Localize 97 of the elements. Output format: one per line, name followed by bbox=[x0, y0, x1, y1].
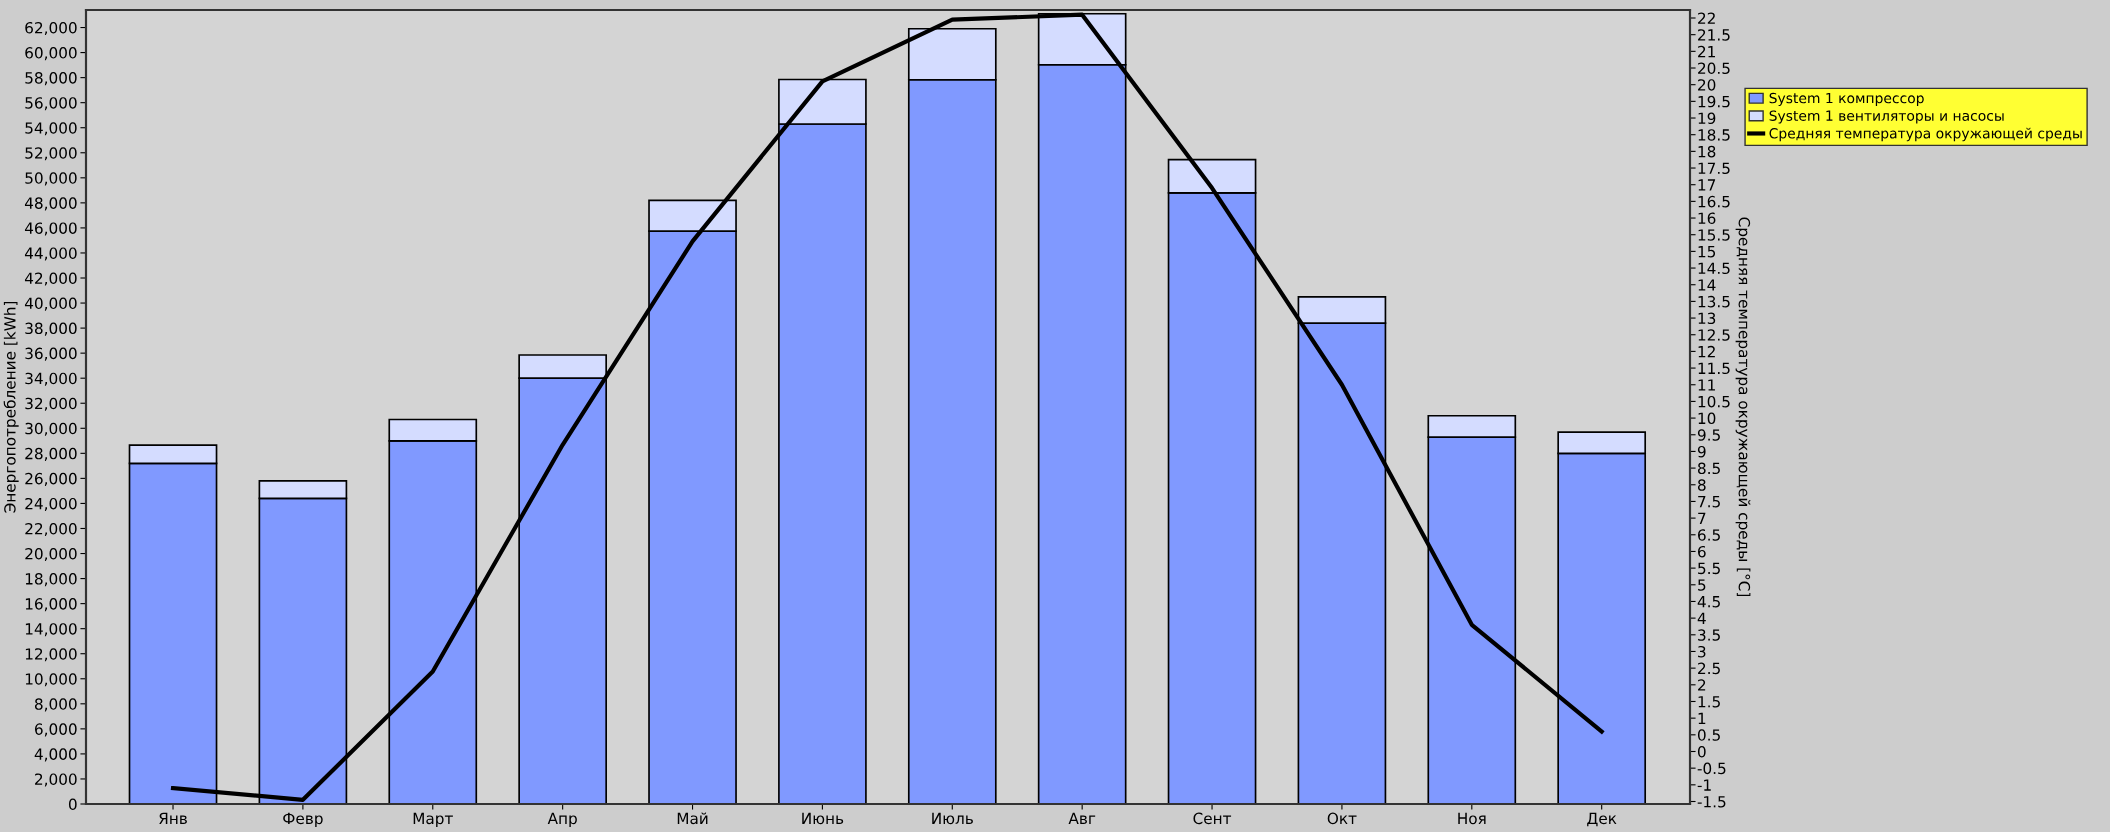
y-tick-label: 28,000 bbox=[25, 447, 77, 461]
y-tick-label: 20,000 bbox=[25, 547, 77, 562]
y2-tick-label: 12 bbox=[1698, 345, 1715, 358]
x-tick-label: Апр bbox=[547, 812, 577, 828]
y-tick-label: 46,000 bbox=[24, 222, 77, 236]
y-tick-label: 30,000 bbox=[25, 422, 77, 436]
y2-tick-label: 8 bbox=[1697, 479, 1706, 491]
y-axis-title: Энергопотребление [kWh] bbox=[3, 301, 19, 513]
y-tick-label: 60,000 bbox=[25, 47, 77, 61]
y2-tick-label: 11 bbox=[1698, 379, 1715, 391]
y2-tick-label: 1 bbox=[1698, 712, 1706, 724]
y2-tick-label: -0.5 bbox=[1697, 762, 1726, 775]
y2-tick-label: 19 bbox=[1698, 112, 1716, 125]
legend-label: System 1 вентиляторы и насосы bbox=[1769, 110, 2004, 124]
y2-tick-label: 6 bbox=[1698, 545, 1706, 558]
x-tick-label: Дек bbox=[1587, 812, 1617, 827]
y2-tick-label: 7.5 bbox=[1698, 496, 1720, 508]
y2-tick-label: 16.5 bbox=[1698, 195, 1730, 208]
y2-tick-label: -1 bbox=[1697, 779, 1711, 791]
y2-tick-label: 21 bbox=[1698, 45, 1715, 58]
y2-tick-label: 20.5 bbox=[1698, 62, 1730, 75]
y2-tick-label: 16 bbox=[1698, 212, 1716, 225]
y2-tick-label: 15.5 bbox=[1698, 229, 1730, 241]
y-tick-label: 18,000 bbox=[25, 573, 77, 587]
y-tick-label: 10,000 bbox=[25, 673, 77, 687]
y2-tick-label: 15 bbox=[1698, 246, 1716, 258]
y-tick-label: 58,000 bbox=[25, 72, 77, 86]
y-tick-label: 8,000 bbox=[34, 698, 77, 712]
y2-tick-label: 5.5 bbox=[1698, 562, 1720, 575]
y2-tick-label: 4 bbox=[1697, 612, 1706, 624]
y-tick-label: 2,000 bbox=[35, 773, 77, 787]
x-tick-label: Сент bbox=[1193, 812, 1232, 825]
y-tick-label: 62,000 bbox=[25, 22, 77, 36]
x-tick-label: Янв bbox=[159, 812, 187, 824]
y2-tick-label: 2.5 bbox=[1698, 662, 1720, 675]
y2-tick-label: -1.5 bbox=[1697, 796, 1726, 808]
y-tick-label: 0 bbox=[68, 798, 77, 811]
x-tick-label: Окт bbox=[1327, 812, 1357, 825]
y2-tick-label: 14.5 bbox=[1698, 262, 1730, 275]
y-tick-label: 38,000 bbox=[25, 322, 77, 336]
y2-tick-label: 11.5 bbox=[1698, 362, 1730, 375]
y-tick-label: 16,000 bbox=[25, 598, 77, 612]
y-tick-label: 32,000 bbox=[25, 397, 77, 411]
y-tick-label: 26,000 bbox=[25, 472, 77, 486]
y2-tick-label: 6.5 bbox=[1698, 529, 1720, 541]
legend-label: System 1 компрессор bbox=[1769, 92, 1924, 107]
x-tick-label: Авг bbox=[1068, 812, 1096, 824]
y-tick-label: 6,000 bbox=[35, 723, 77, 737]
y2-tick-label: 4.5 bbox=[1697, 596, 1720, 608]
y2-tick-label: 2 bbox=[1698, 679, 1706, 691]
y-tick-label: 22,000 bbox=[25, 522, 77, 537]
y2-tick-label: 13.5 bbox=[1698, 295, 1730, 308]
y2-tick-label: 20 bbox=[1698, 79, 1716, 91]
y2-tick-label: 10 bbox=[1698, 412, 1716, 425]
y2-tick-label: 10.5 bbox=[1698, 395, 1730, 408]
y2-tick-label: 0 bbox=[1697, 745, 1706, 758]
y-tick-label: 24,000 bbox=[25, 497, 77, 512]
y-tick-label: 42,000 bbox=[24, 272, 77, 286]
y2-tick-label: 0.5 bbox=[1697, 729, 1720, 741]
y2-tick-label: 17.5 bbox=[1698, 162, 1730, 175]
x-tick-label: Июнь bbox=[802, 812, 844, 825]
x-tick-label: Ноя bbox=[1458, 812, 1486, 825]
y2-tick-label: 18 bbox=[1698, 145, 1716, 158]
x-tick-label: Июль bbox=[932, 812, 973, 825]
y-tick-label: 44,000 bbox=[24, 247, 77, 261]
y2-tick-label: 13 bbox=[1698, 312, 1716, 325]
y2-tick-label: 3.5 bbox=[1698, 629, 1720, 641]
y-tick-label: 12,000 bbox=[25, 648, 77, 662]
x-tick-label: Май bbox=[677, 812, 708, 825]
y2-tick-label: 22 bbox=[1698, 12, 1715, 24]
y-tick-label: 34,000 bbox=[25, 372, 77, 386]
y-tick-label: 40,000 bbox=[24, 297, 77, 311]
y-tick-label: 52,000 bbox=[25, 147, 77, 161]
x-tick-label: Февр bbox=[283, 812, 323, 828]
y2-tick-label: 14 bbox=[1698, 279, 1716, 291]
y2-tick-label: 21.5 bbox=[1698, 29, 1730, 41]
y2-tick-label: 5 bbox=[1698, 579, 1706, 591]
y-tick-label: 54,000 bbox=[25, 122, 77, 136]
y2-tick-label: 9.5 bbox=[1697, 429, 1720, 441]
y2-tick-label: 12.5 bbox=[1698, 329, 1730, 341]
y-tick-label: 50,000 bbox=[25, 172, 77, 186]
y-tick-label: 14,000 bbox=[25, 623, 77, 637]
y2-tick-label: 3 bbox=[1698, 645, 1706, 658]
y2-tick-label: 19.5 bbox=[1698, 95, 1730, 108]
y2-tick-label: 1.5 bbox=[1698, 696, 1720, 708]
y2-tick-label: 17 bbox=[1698, 179, 1716, 191]
legend-label: Средняя температура окружающей среды bbox=[1769, 127, 2082, 142]
y2-axis-title: Средняя температура окружающей среды [°C] bbox=[1735, 217, 1751, 597]
y-tick-label: 36,000 bbox=[25, 347, 77, 361]
y2-tick-label: 7 bbox=[1698, 512, 1706, 524]
y-tick-label: 56,000 bbox=[25, 97, 77, 111]
y2-tick-label: 8.5 bbox=[1697, 462, 1720, 475]
y-tick-label: 48,000 bbox=[24, 197, 77, 211]
x-tick-label: Март bbox=[413, 812, 453, 828]
y-tick-label: 4,000 bbox=[34, 748, 77, 762]
y2-tick-label: 18.5 bbox=[1698, 129, 1730, 141]
y2-tick-label: 9 bbox=[1697, 445, 1706, 458]
